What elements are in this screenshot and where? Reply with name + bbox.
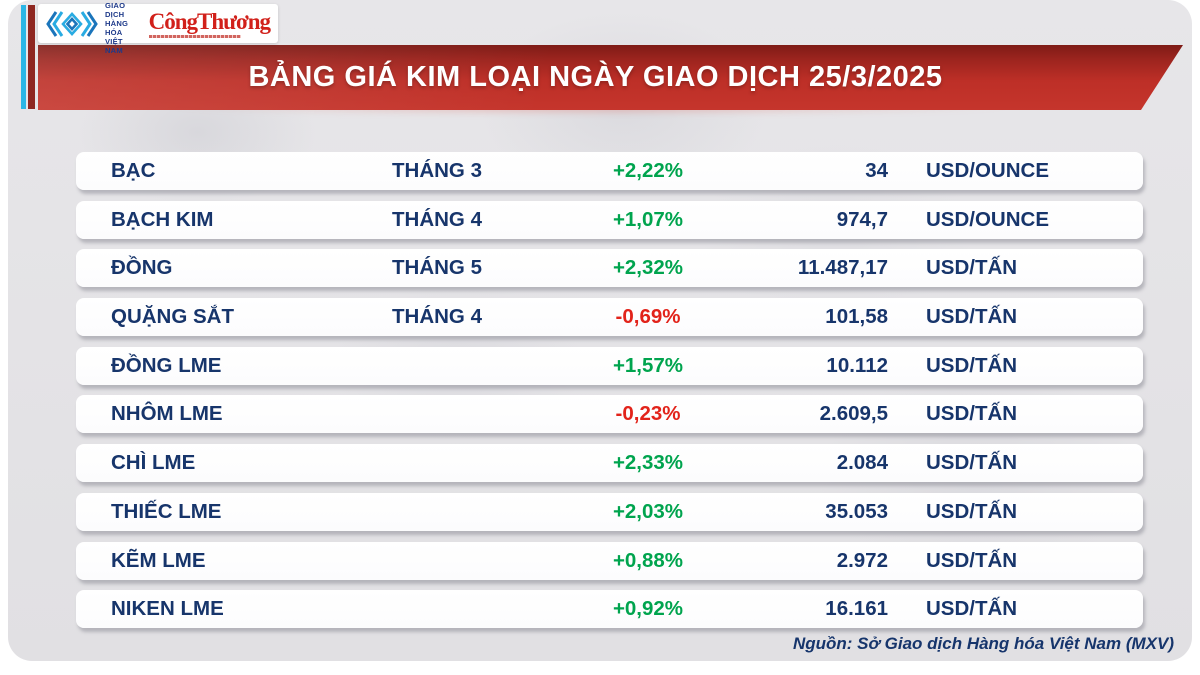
table-row: ĐỒNG THÁNG 5 +2,32% 11.487,17 USD/TẤN: [76, 249, 1143, 288]
contract-month: THÁNG 4: [392, 305, 482, 329]
price-value: 2.084: [836, 451, 888, 475]
percent-change: -0,23%: [615, 402, 681, 426]
commodity-name: BẠC: [111, 159, 156, 182]
price-unit: USD/TẤN: [926, 305, 1018, 329]
accent-stripe-cyan: [21, 5, 26, 109]
price-value: 974,7: [836, 207, 888, 231]
source-caption: Nguồn: Sở Giao dịch Hàng hóa Việt Nam (M…: [792, 634, 1174, 653]
percent-change: +0,88%: [612, 548, 684, 572]
table-row: NIKEN LME +0,92% 16.161 USD/TẤN: [76, 590, 1143, 629]
mxv-logo-icon: [46, 10, 98, 37]
price-unit: USD/OUNCE: [926, 207, 1050, 231]
commodity-name: CHÌ LME: [111, 451, 196, 475]
table-row: THIẾC LME +2,03% 35.053 USD/TẤN: [76, 492, 1143, 531]
table-row: ĐỒNG LME +1,57% 10.112 USD/TẤN: [76, 346, 1143, 385]
price-unit: USD/TẤN: [926, 353, 1018, 377]
title-banner: BẢNG GIÁ KIM LOẠI NGÀY GIAO DỊCH 25/3/20…: [38, 45, 1183, 110]
contract-month: THÁNG 5: [392, 256, 482, 280]
congthuong-tagline-bar: [148, 34, 241, 38]
page-title: BẢNG GIÁ KIM LOẠI NGÀY GIAO DỊCH 25/3/20…: [248, 61, 943, 93]
percent-change: +2,03%: [612, 499, 684, 523]
price-board-card: SỞ GIAO DỊCH HÀNG HÓA VIỆT NAM CôngThươn…: [8, 0, 1192, 661]
congthuong-logo-text: CôngThương: [148, 8, 271, 34]
table-row: BẠCH KIM THÁNG 4 +1,07% 974,7 USD/OUNCE: [76, 200, 1143, 239]
commodity-name: NIKEN LME: [111, 597, 224, 621]
price-unit: USD/TẤN: [926, 256, 1018, 280]
price-value: 101,58: [825, 305, 888, 329]
price-value: 34: [865, 159, 888, 182]
percent-change: +2,32%: [612, 256, 684, 280]
percent-change: +2,33%: [612, 451, 684, 475]
price-unit: USD/TẤN: [926, 499, 1018, 523]
percent-change: +0,92%: [612, 597, 684, 621]
price-value: 10.112: [826, 353, 888, 377]
price-table: BẠC THÁNG 3 +2,22% 34 USD/OUNCE BẠCH KIM…: [76, 152, 1143, 629]
table-row: QUẶNG SẮT THÁNG 4 -0,69% 101,58 USD/TẤN: [76, 298, 1143, 337]
commodity-name: THIẾC LME: [111, 499, 222, 523]
percent-change: +2,22%: [612, 159, 684, 182]
mxv-logo-text: SỞ GIAO DỊCH HÀNG HÓA VIỆT NAM: [105, 0, 129, 55]
price-unit: USD/TẤN: [926, 451, 1018, 475]
commodity-name: BẠCH KIM: [111, 207, 214, 231]
commodity-name: KẼM LME: [111, 548, 206, 572]
commodity-name: ĐỒNG LME: [111, 353, 222, 377]
price-unit: USD/TẤN: [926, 548, 1018, 572]
price-unit: USD/OUNCE: [926, 159, 1050, 182]
commodity-name: NHÔM LME: [111, 402, 223, 426]
congthuong-logo: CôngThương: [148, 8, 271, 38]
price-value: 35.053: [825, 499, 888, 523]
table-row: NHÔM LME -0,23% 2.609,5 USD/TẤN: [76, 395, 1143, 434]
price-value: 16.161: [825, 597, 888, 621]
table-row: KẼM LME +0,88% 2.972 USD/TẤN: [76, 541, 1143, 580]
price-unit: USD/TẤN: [926, 402, 1018, 426]
percent-change: +1,57%: [612, 353, 684, 377]
price-unit: USD/TẤN: [926, 597, 1018, 621]
price-value: 2.972: [836, 548, 888, 572]
contract-month: THÁNG 4: [392, 207, 482, 231]
header-logos: SỞ GIAO DỊCH HÀNG HÓA VIỆT NAM CôngThươn…: [38, 0, 278, 55]
commodity-name: QUẶNG SẮT: [111, 305, 234, 329]
table-row: BẠC THÁNG 3 +2,22% 34 USD/OUNCE: [76, 152, 1143, 190]
percent-change: +1,07%: [612, 207, 684, 231]
price-value: 2.609,5: [819, 402, 888, 426]
commodity-name: ĐỒNG: [111, 256, 173, 280]
accent-stripe-darkred: [28, 5, 35, 109]
table-row: CHÌ LME +2,33% 2.084 USD/TẤN: [76, 444, 1143, 483]
percent-change: -0,69%: [615, 305, 681, 329]
price-value: 11.487,17: [797, 256, 888, 280]
contract-month: THÁNG 3: [392, 159, 482, 182]
